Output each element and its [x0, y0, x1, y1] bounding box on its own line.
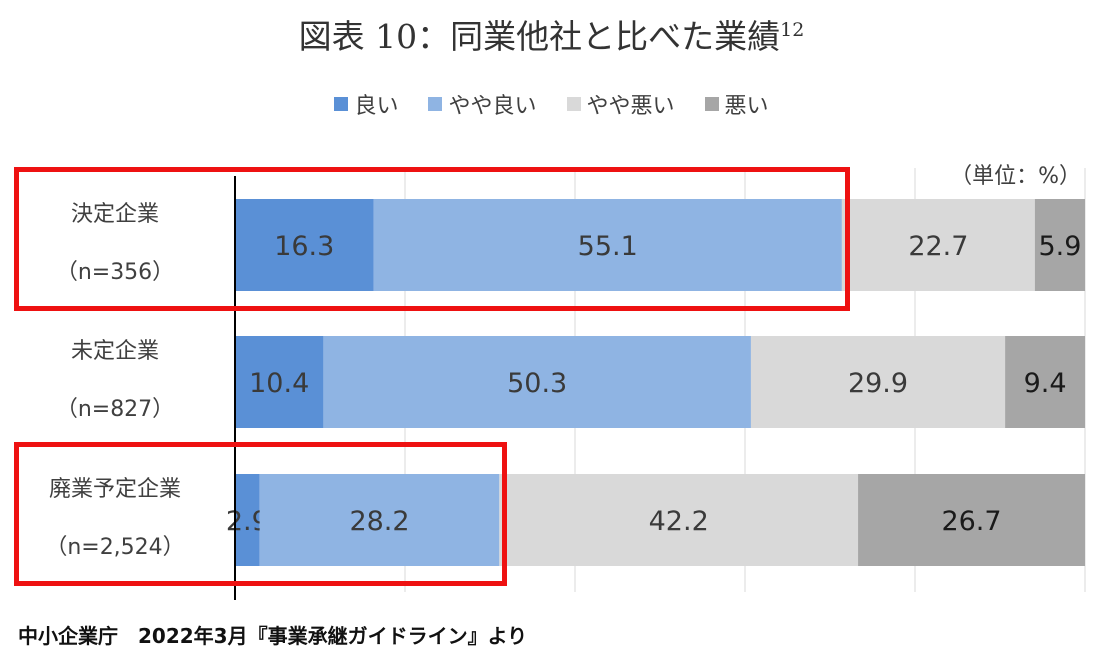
bar-segment — [259, 474, 500, 566]
category-sample-size: （n=2,524） — [45, 535, 185, 560]
data-label: 55.1 — [578, 231, 638, 262]
legend-item: やや悪い — [566, 88, 675, 120]
bar-segment — [235, 336, 324, 428]
bar-segment — [499, 474, 859, 566]
data-label: 5.9 — [1038, 231, 1081, 262]
stacked-bar-chart: 16.3 55.1 22.7 5.910.4 50.3 29.9 9.42.9 28.2 42.… — [226, 168, 1086, 600]
category-label: 廃業予定企業 — [48, 477, 181, 502]
bar-segment — [235, 474, 260, 566]
legend-swatch — [566, 97, 581, 111]
legend-item: やや良い — [428, 88, 537, 120]
legend-label: やや悪い — [586, 94, 675, 119]
data-label: 28.2 — [349, 506, 409, 537]
legend-swatch — [334, 97, 349, 111]
bar-segment — [323, 336, 751, 428]
chart-legend: 良い やや良い やや悪い 悪い — [0, 88, 1103, 120]
footnote-marker: 12 — [780, 19, 805, 41]
legend-item: 悪い — [704, 88, 769, 120]
legend-item: 良い — [334, 88, 398, 120]
data-label: 29.9 — [848, 368, 908, 399]
data-label: 10.4 — [249, 368, 309, 399]
chart-title-text: 図表 10：同業他社と比べた業績 — [298, 17, 781, 56]
data-label: 22.7 — [908, 231, 968, 262]
data-label: 16.3 — [274, 231, 334, 262]
legend-label: 良い — [354, 94, 399, 119]
chart-title: 図表 10：同業他社と比べた業績12 — [0, 10, 1103, 58]
category-sample-size: （n=356） — [55, 260, 175, 285]
legend-swatch — [704, 97, 719, 111]
bar-segment — [1005, 336, 1085, 428]
category-label: 決定企業 — [70, 202, 159, 227]
unit-label: （単位：%） — [950, 164, 1081, 189]
data-label: 42.2 — [649, 506, 709, 537]
data-label: 50.3 — [507, 368, 567, 399]
highlight-box — [14, 167, 850, 311]
bar-segment — [750, 336, 1006, 428]
data-label: 9.4 — [1024, 368, 1067, 399]
category-label: 未定企業 — [70, 339, 159, 364]
highlight-box — [14, 442, 508, 586]
legend-label: やや良い — [448, 94, 537, 119]
bar-segment — [858, 474, 1085, 566]
bar-segment — [373, 199, 842, 291]
bar-segment — [841, 199, 1035, 291]
category-sample-size: （n=827） — [55, 397, 175, 422]
source-note: 中小企業庁 2022年3月『事業承継ガイドライン』より — [18, 624, 528, 648]
bar-segment — [235, 199, 374, 291]
legend-swatch — [428, 97, 443, 111]
legend-label: 悪い — [724, 94, 769, 119]
bar-segment — [1034, 199, 1085, 291]
data-label: 26.7 — [941, 506, 1001, 537]
